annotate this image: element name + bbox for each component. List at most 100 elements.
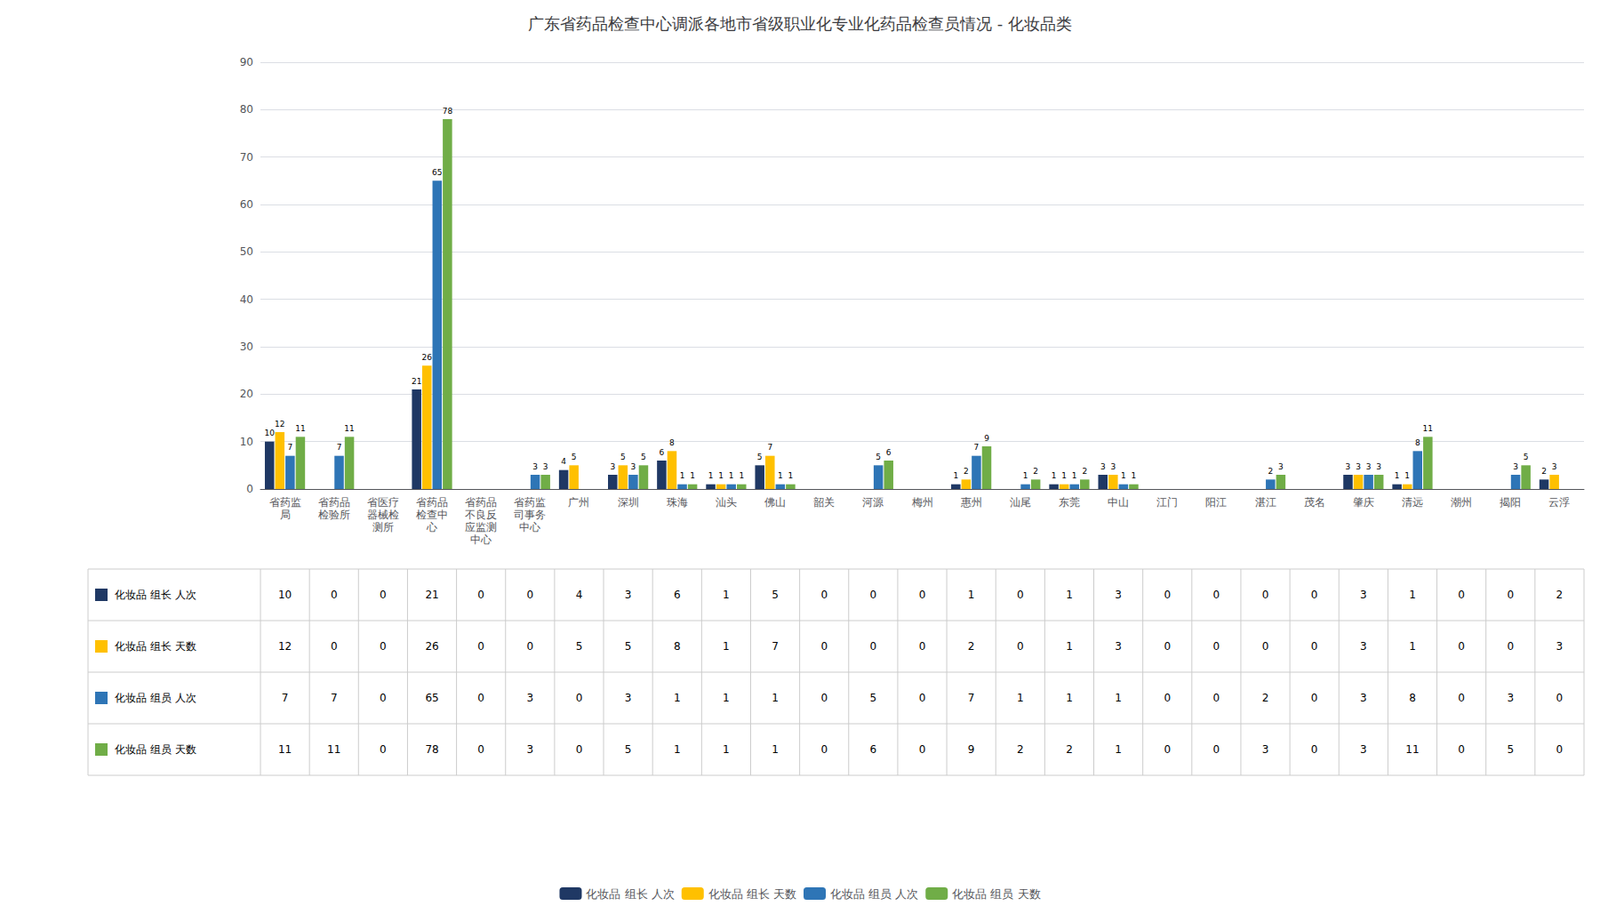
svg-text:8: 8 xyxy=(1408,691,1416,704)
svg-text:3: 3 xyxy=(631,462,637,472)
svg-text:1: 1 xyxy=(1061,471,1067,480)
svg-text:化妆品 组员 天数: 化妆品 组员 天数 xyxy=(114,743,197,756)
svg-text:2: 2 xyxy=(1016,743,1024,756)
svg-text:3: 3 xyxy=(1360,640,1368,653)
svg-text:0: 0 xyxy=(919,691,927,704)
svg-text:3: 3 xyxy=(1114,588,1122,601)
svg-text:11: 11 xyxy=(344,424,354,433)
svg-text:0: 0 xyxy=(919,640,927,653)
svg-text:0: 0 xyxy=(1506,588,1514,601)
svg-text:潮州: 潮州 xyxy=(1450,496,1472,509)
svg-text:3: 3 xyxy=(1552,462,1558,472)
svg-text:0: 0 xyxy=(870,640,878,653)
svg-text:0: 0 xyxy=(526,640,534,653)
svg-text:0: 0 xyxy=(1556,691,1564,704)
svg-text:化妆品 组长 人次: 化妆品 组长 人次 xyxy=(585,887,674,901)
svg-text:揭阳: 揭阳 xyxy=(1499,496,1521,509)
svg-text:30: 30 xyxy=(240,340,254,353)
svg-text:检验所: 检验所 xyxy=(318,508,351,521)
svg-text:1: 1 xyxy=(673,691,681,704)
svg-text:9: 9 xyxy=(968,743,976,756)
svg-text:2: 2 xyxy=(1541,466,1547,476)
svg-text:0: 0 xyxy=(246,482,254,496)
svg-text:1: 1 xyxy=(1404,471,1410,480)
svg-text:0: 0 xyxy=(870,588,878,601)
svg-text:1: 1 xyxy=(1016,691,1024,704)
svg-text:0: 0 xyxy=(576,691,584,704)
svg-text:化妆品 组员 人次: 化妆品 组员 人次 xyxy=(830,887,919,901)
svg-text:0: 0 xyxy=(820,691,828,704)
svg-text:0: 0 xyxy=(820,743,828,756)
svg-text:河源: 河源 xyxy=(862,496,884,509)
svg-text:80: 80 xyxy=(240,103,254,116)
svg-text:3: 3 xyxy=(1262,743,1270,756)
svg-text:3: 3 xyxy=(624,691,632,704)
svg-text:11: 11 xyxy=(327,743,341,756)
svg-text:5: 5 xyxy=(1506,743,1514,756)
svg-text:3: 3 xyxy=(1366,462,1372,472)
svg-text:2: 2 xyxy=(1081,466,1088,476)
svg-text:70: 70 xyxy=(240,151,254,164)
svg-text:0: 0 xyxy=(330,640,338,653)
svg-text:1: 1 xyxy=(968,588,976,601)
svg-text:21: 21 xyxy=(424,588,439,601)
svg-text:7: 7 xyxy=(771,640,779,653)
svg-text:8: 8 xyxy=(1415,438,1421,448)
svg-text:3: 3 xyxy=(1114,640,1122,653)
svg-text:0: 0 xyxy=(1556,743,1564,756)
svg-text:26: 26 xyxy=(424,640,439,653)
svg-text:韶关: 韶关 xyxy=(813,496,835,509)
svg-text:茂名: 茂名 xyxy=(1304,496,1326,509)
svg-text:12: 12 xyxy=(278,640,292,653)
svg-text:5: 5 xyxy=(576,640,584,653)
svg-text:3: 3 xyxy=(526,743,534,756)
svg-text:65: 65 xyxy=(432,168,442,177)
svg-text:1: 1 xyxy=(1394,471,1400,480)
svg-text:0: 0 xyxy=(477,640,485,653)
svg-text:3: 3 xyxy=(1506,691,1514,704)
svg-text:5: 5 xyxy=(1523,452,1529,462)
svg-text:省药品: 省药品 xyxy=(464,496,497,509)
svg-text:1: 1 xyxy=(722,743,730,756)
svg-text:1: 1 xyxy=(1408,640,1416,653)
svg-text:40: 40 xyxy=(240,293,254,306)
svg-text:1: 1 xyxy=(673,743,681,756)
svg-text:2: 2 xyxy=(1262,691,1270,704)
svg-text:0: 0 xyxy=(1213,691,1221,704)
svg-text:0: 0 xyxy=(1163,588,1171,601)
svg-text:6: 6 xyxy=(886,448,892,457)
svg-text:器械检: 器械检 xyxy=(367,508,400,521)
svg-text:3: 3 xyxy=(1100,462,1106,472)
svg-text:1: 1 xyxy=(722,640,730,653)
svg-text:0: 0 xyxy=(919,588,927,601)
svg-text:3: 3 xyxy=(1512,462,1519,472)
svg-text:3: 3 xyxy=(543,462,549,472)
svg-text:1: 1 xyxy=(1065,640,1073,653)
svg-text:不良反: 不良反 xyxy=(464,508,497,521)
svg-text:5: 5 xyxy=(771,588,779,601)
svg-text:6: 6 xyxy=(673,588,681,601)
svg-text:1: 1 xyxy=(718,471,724,480)
svg-text:江门: 江门 xyxy=(1156,496,1178,509)
svg-text:8: 8 xyxy=(669,438,675,448)
svg-text:3: 3 xyxy=(1360,691,1368,704)
svg-text:78: 78 xyxy=(442,106,454,116)
svg-text:0: 0 xyxy=(1457,691,1465,704)
svg-text:5: 5 xyxy=(875,452,881,462)
svg-text:0: 0 xyxy=(1213,743,1221,756)
svg-text:省药监: 省药监 xyxy=(513,496,546,509)
svg-text:1: 1 xyxy=(771,691,779,704)
svg-text:应监测: 应监测 xyxy=(464,520,497,534)
svg-text:3: 3 xyxy=(1556,640,1564,653)
svg-text:省医疗: 省医疗 xyxy=(367,496,400,509)
svg-text:0: 0 xyxy=(1457,588,1465,601)
svg-text:1: 1 xyxy=(738,471,744,480)
svg-text:珠海: 珠海 xyxy=(666,496,688,509)
svg-text:4: 4 xyxy=(560,456,567,466)
svg-text:0: 0 xyxy=(1262,640,1270,653)
svg-text:8: 8 xyxy=(673,640,681,653)
svg-text:0: 0 xyxy=(1163,640,1171,653)
svg-text:东莞: 东莞 xyxy=(1058,496,1080,509)
svg-text:1: 1 xyxy=(722,691,730,704)
svg-text:5: 5 xyxy=(624,640,632,653)
